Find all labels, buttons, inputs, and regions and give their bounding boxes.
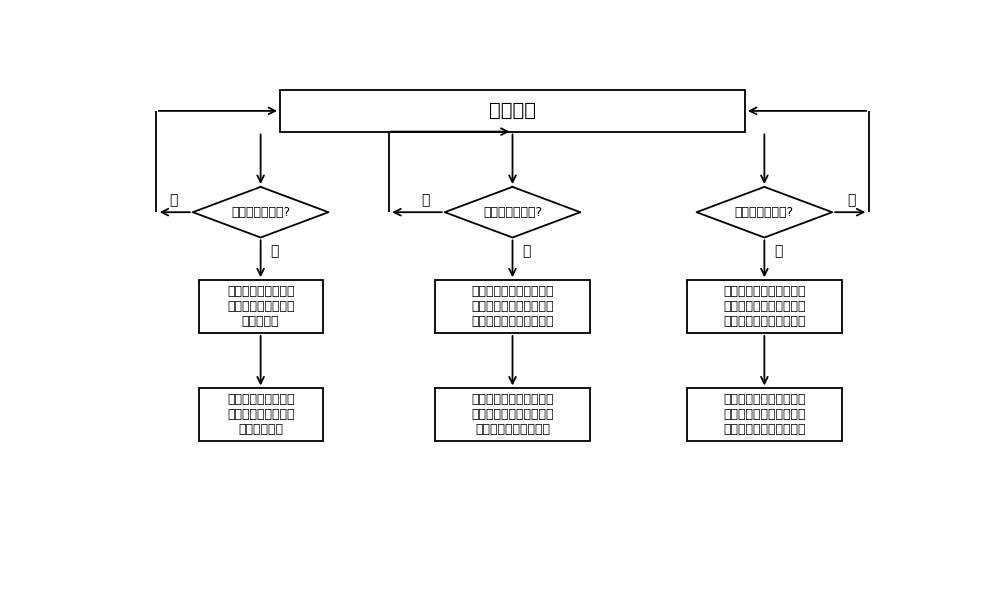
Text: 采集传感器数据并储
存，完成后断开第二
电源开关装置: 采集传感器数据并储 存，完成后断开第二 电源开关装置	[227, 393, 294, 437]
FancyBboxPatch shape	[687, 280, 842, 333]
Text: 休眠状态: 休眠状态	[489, 102, 536, 120]
Text: 是: 是	[270, 245, 279, 258]
Text: 是: 是	[774, 245, 783, 258]
Text: 采样定时时间到?: 采样定时时间到?	[231, 206, 290, 219]
Text: 第一、第二电源开关装置
闭合，电源开始给微控制
模块和无线收发模块供电: 第一、第二电源开关装置 闭合，电源开始给微控制 模块和无线收发模块供电	[723, 285, 806, 328]
FancyBboxPatch shape	[199, 280, 323, 333]
Polygon shape	[445, 187, 580, 237]
Text: 否: 否	[169, 194, 178, 208]
FancyBboxPatch shape	[199, 388, 323, 441]
Text: 否: 否	[847, 194, 856, 208]
Text: 是: 是	[522, 245, 531, 258]
FancyBboxPatch shape	[435, 280, 590, 333]
Text: 否: 否	[421, 194, 429, 208]
Text: 连接检测时间到?: 连接检测时间到?	[483, 206, 542, 219]
Text: 第一、第二电源开关装置
闭合，电源开始给微控制
模块和无线收发模块供电: 第一、第二电源开关装置 闭合，电源开始给微控制 模块和无线收发模块供电	[471, 285, 554, 328]
FancyBboxPatch shape	[280, 90, 745, 132]
FancyBboxPatch shape	[435, 388, 590, 441]
FancyBboxPatch shape	[687, 388, 842, 441]
Text: 无线收发模块将数据发送
给采集网络，完成后断开
第一、第二电源开关装置: 无线收发模块将数据发送 给采集网络，完成后断开 第一、第二电源开关装置	[723, 393, 806, 437]
Text: 检测连接是否正常，是否
自动重连，完成后断开第
一、第二电源开关装置: 检测连接是否正常，是否 自动重连，完成后断开第 一、第二电源开关装置	[471, 393, 554, 437]
Polygon shape	[193, 187, 328, 237]
Polygon shape	[697, 187, 832, 237]
Text: 发送定时时间到?: 发送定时时间到?	[735, 206, 794, 219]
Text: 第二电源开关装置闭
合，电源开始给微控
制模块供电: 第二电源开关装置闭 合，电源开始给微控 制模块供电	[227, 285, 294, 328]
